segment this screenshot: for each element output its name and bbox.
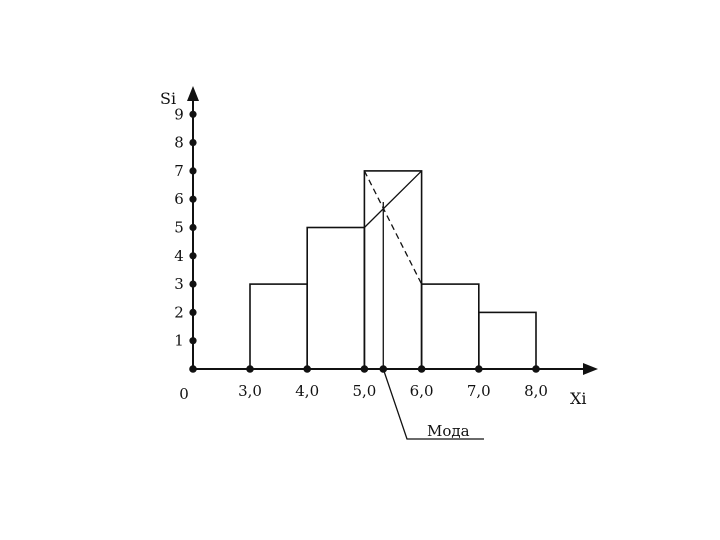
mode-leader-line <box>382 368 484 440</box>
y-tick-dot <box>189 223 197 232</box>
y-tick-label: 5 <box>174 219 184 237</box>
y-tick-label: 7 <box>174 162 184 180</box>
y-tick-label: 9 <box>174 105 184 123</box>
y-tick-dot <box>189 110 197 118</box>
x-tick-dot <box>532 365 540 373</box>
tick-dots <box>189 110 540 373</box>
y-tick-label: 2 <box>174 303 184 321</box>
histogram-bars <box>249 170 537 370</box>
x-tick-label: 3,0 <box>238 382 262 400</box>
mode-construction-lines <box>363 170 423 369</box>
histogram-bar-3 <box>363 170 423 370</box>
x-tick-label: 8,0 <box>524 382 548 400</box>
histogram-bar-2 <box>306 226 366 370</box>
origin-label: 0 <box>179 385 189 403</box>
mode-diagonal-solid <box>363 170 423 228</box>
y-tick-label: 1 <box>174 332 184 350</box>
x-tick-dot <box>246 365 254 373</box>
y-tick-label: 6 <box>174 190 184 208</box>
y-tick-dot <box>189 252 197 260</box>
y-tick-dot <box>189 308 197 316</box>
x-tick-dot <box>417 365 426 373</box>
x-tick-label: 5,0 <box>352 382 376 400</box>
histogram-bar-4 <box>420 283 480 370</box>
origin-dot <box>189 365 197 373</box>
x-tick-labels: 3,0 4,0 5,0 6,0 7,0 8,0 <box>238 382 548 400</box>
x-axis-arrow <box>583 363 598 375</box>
y-tick-dot <box>189 167 197 175</box>
y-axis-arrow <box>187 86 199 101</box>
x-axis-title: Xi <box>570 389 587 408</box>
mode-label: Мода <box>427 422 470 440</box>
y-tick-label: 3 <box>174 275 184 293</box>
x-tick-dot <box>475 365 483 373</box>
mode-annotation: Мода <box>382 368 484 440</box>
histogram-bar-5 <box>477 311 537 370</box>
y-tick-dot <box>189 139 197 147</box>
x-tick-label: 4,0 <box>295 382 319 400</box>
y-tick-dot <box>189 337 197 345</box>
histogram-bar-1 <box>249 283 309 370</box>
y-tick-dot <box>189 195 197 203</box>
x-tick-dot <box>303 365 312 373</box>
x-tick-label: 6,0 <box>410 382 434 400</box>
y-tick-labels: 1 2 3 4 5 6 7 8 9 <box>174 105 184 349</box>
x-tick-label: 7,0 <box>467 382 491 400</box>
y-tick-dot <box>189 280 197 288</box>
y-axis-title: Si <box>160 89 176 108</box>
mode-diagonal-dashed <box>363 170 423 285</box>
y-tick-label: 8 <box>174 134 184 152</box>
y-tick-label: 4 <box>174 247 184 265</box>
x-tick-dot <box>360 365 369 373</box>
